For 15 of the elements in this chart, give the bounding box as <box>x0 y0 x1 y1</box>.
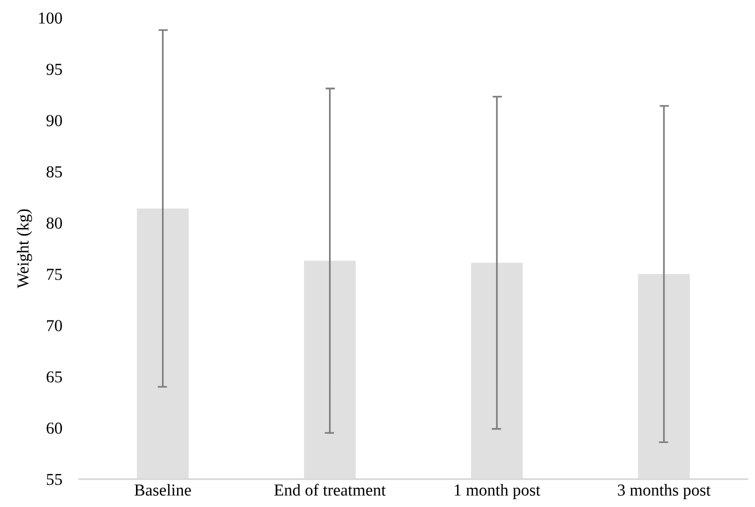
y-tick-label: 85 <box>46 166 62 178</box>
y-tick-label: 80 <box>46 218 62 229</box>
y-tick-label: 60 <box>46 422 62 434</box>
y-tick-label: 95 <box>46 64 62 75</box>
y-tick-label: 65 <box>46 371 62 383</box>
x-tick-label: 3 months post <box>618 484 711 500</box>
y-tick-label: 90 <box>46 114 62 126</box>
x-tick-label: End of treatment <box>274 484 386 496</box>
y-axis-title: Weight (kg) <box>16 209 32 288</box>
y-tick-label: 100 <box>39 12 62 24</box>
x-tick-label: 1 month post <box>454 484 540 500</box>
y-tick-label: 75 <box>47 268 62 280</box>
y-tick-label: 55 <box>46 474 62 486</box>
x-tick-label: Baseline <box>134 484 191 496</box>
y-tick-label: 70 <box>47 320 62 332</box>
